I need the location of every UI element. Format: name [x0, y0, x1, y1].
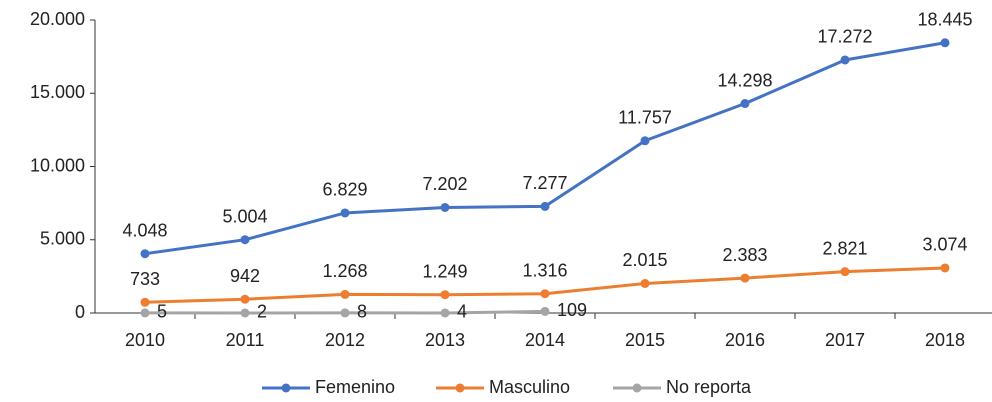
- data-label: 7.277: [522, 173, 567, 193]
- data-point: [140, 297, 150, 307]
- data-label: 11.757: [618, 108, 672, 128]
- legend-label: Masculino: [489, 377, 570, 397]
- data-label: 7.202: [422, 174, 467, 194]
- data-label: 1.268: [322, 261, 367, 281]
- data-label: 109: [557, 300, 587, 320]
- data-point: [540, 306, 550, 316]
- data-point: [140, 308, 150, 318]
- data-label: 2.821: [822, 238, 867, 258]
- data-label: 4.048: [122, 220, 167, 240]
- data-label: 5: [157, 302, 167, 322]
- data-point: [440, 202, 450, 212]
- data-label: 733: [130, 269, 160, 289]
- data-point: [440, 290, 450, 300]
- data-point: [540, 201, 550, 211]
- data-label: 1.316: [522, 260, 567, 280]
- data-point: [740, 99, 750, 109]
- data-label: 1.249: [422, 261, 467, 281]
- data-label: 942: [230, 266, 260, 286]
- y-tick-label: 0: [75, 302, 85, 322]
- data-point: [240, 235, 250, 245]
- x-tick-label: 2014: [525, 330, 565, 350]
- data-point: [340, 289, 350, 299]
- data-label: 2.015: [622, 250, 667, 270]
- legend-marker: [281, 383, 291, 393]
- x-tick-label: 2010: [125, 330, 165, 350]
- x-tick-label: 2013: [425, 330, 465, 350]
- data-point: [240, 294, 250, 304]
- data-point: [540, 289, 550, 299]
- data-point: [640, 278, 650, 288]
- data-label: 6.829: [322, 180, 367, 200]
- y-tick-label: 20.000: [30, 9, 85, 29]
- data-point: [840, 55, 850, 65]
- data-point: [940, 38, 950, 48]
- x-tick-label: 2015: [625, 330, 665, 350]
- data-label: 4: [457, 302, 467, 322]
- legend-label: No reporta: [666, 377, 752, 397]
- x-tick-label: 2011: [226, 330, 265, 350]
- data-label: 17.272: [817, 27, 872, 47]
- legend-marker: [632, 383, 642, 393]
- y-tick-label: 15.000: [30, 82, 85, 102]
- data-label: 14.298: [717, 70, 772, 90]
- legend-label: Femenino: [315, 377, 395, 397]
- x-tick-label: 2012: [325, 330, 365, 350]
- data-point: [240, 308, 250, 318]
- data-point: [840, 267, 850, 277]
- data-label: 3.074: [922, 235, 967, 255]
- data-label: 2.383: [722, 245, 767, 265]
- x-tick-label: 2016: [725, 330, 765, 350]
- y-tick-label: 10.000: [30, 155, 85, 175]
- data-label: 18.445: [917, 10, 972, 30]
- data-point: [740, 273, 750, 283]
- data-label: 5.004: [222, 206, 267, 226]
- x-tick-label: 2017: [825, 330, 865, 350]
- data-point: [940, 263, 950, 273]
- y-tick-label: 5.000: [40, 229, 85, 249]
- data-point: [340, 208, 350, 218]
- data-label: 8: [357, 302, 367, 322]
- data-point: [140, 249, 150, 259]
- data-point: [440, 308, 450, 318]
- x-tick-label: 2018: [925, 330, 965, 350]
- data-point: [640, 136, 650, 146]
- data-point: [340, 308, 350, 318]
- legend-marker: [455, 383, 465, 393]
- data-label: 2: [257, 302, 267, 322]
